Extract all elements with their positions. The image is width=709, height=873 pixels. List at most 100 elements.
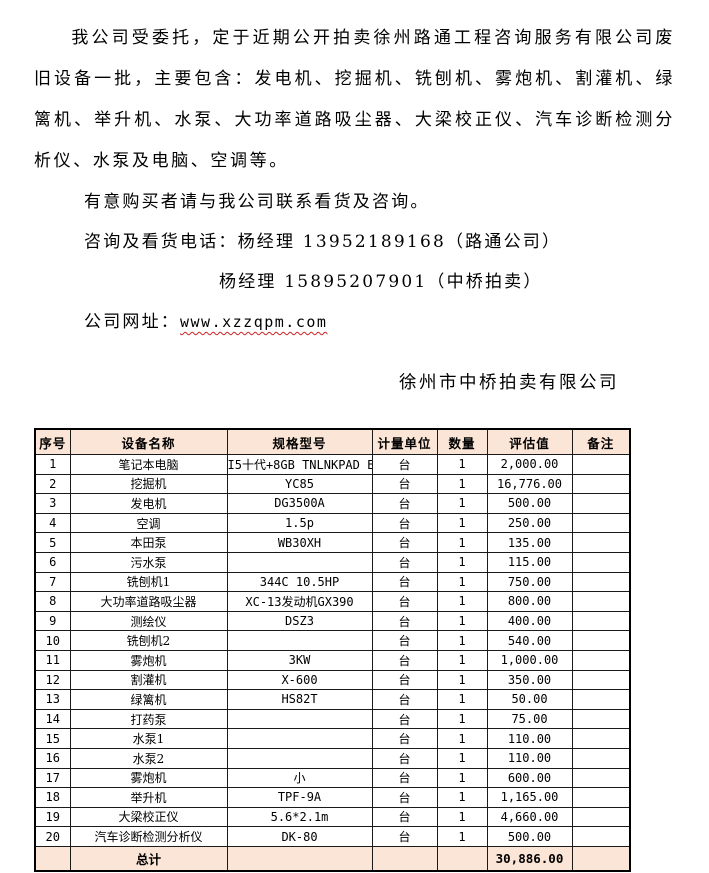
table-row: 13 绿篱机 HS82T 台 1 50.00 [34,689,631,710]
table-row: 12 割灌机 X-600 台 1 350.00 [34,669,631,691]
cell-remark [571,747,631,769]
cell-value: 500.00 [486,493,573,514]
cell-spec-model: 1.5p [226,512,373,534]
cell-remark [571,493,631,514]
website-link[interactable]: www.xzzqpm.com [180,313,328,331]
cell-value: 110.00 [486,728,573,749]
cell-equip-name: 割灌机 [69,669,228,691]
cell-unit: 台 [371,747,438,769]
cell-unit: 台 [371,571,438,593]
cell-equip-name: 测绘仪 [69,610,228,632]
total-empty-remark [571,845,631,872]
cell-quantity: 1 [436,473,488,495]
cell-quantity: 1 [436,689,488,710]
cell-equip-name: 打药泵 [69,708,228,730]
cell-serial-no: 14 [34,708,71,730]
cell-equip-name: 水泵2 [69,747,228,769]
cell-quantity: 1 [436,649,488,671]
cell-equip-name: 污水泵 [69,551,228,573]
cell-quantity: 1 [436,532,488,553]
cell-remark [571,826,631,847]
total-empty-no [34,845,71,872]
cell-spec-model [226,728,373,749]
cell-quantity: 1 [436,630,488,651]
cell-value: 2,000.00 [486,454,573,475]
cell-remark [571,610,631,632]
table-row: 7 铣刨机1 344C 10.5HP 台 1 750.00 [34,571,631,593]
cell-equip-name: 本田泵 [69,532,228,553]
cell-spec-model: TPF-9A [226,787,373,808]
cell-equip-name: 水泵1 [69,728,228,749]
cell-remark [571,689,631,710]
cell-serial-no: 8 [34,591,71,612]
cell-unit: 台 [371,767,438,789]
cell-spec-model: I5十代+8GB TNLNKPAD E15 [226,454,373,475]
cell-serial-no: 13 [34,689,71,710]
cell-remark [571,806,631,828]
cell-serial-no: 19 [34,806,71,828]
phone-line-1: 咨询及看货电话：杨经理 13952189168（路通公司） [84,232,562,252]
cell-equip-name: 笔记本电脑 [69,454,228,475]
table-row: 18 举升机 TPF-9A 台 1 1,165.00 [34,787,631,808]
header-equip-name: 设备名称 [69,428,228,455]
cell-spec-model [226,551,373,573]
cell-equip-name: 发电机 [69,493,228,514]
cell-unit: 台 [371,708,438,730]
header-serial-no: 序号 [34,428,71,455]
header-quantity: 数量 [436,428,488,455]
cell-remark [571,630,631,651]
cell-unit: 台 [371,551,438,573]
cell-unit: 台 [371,454,438,475]
table-row: 6 污水泵 台 1 115.00 [34,551,631,573]
cell-quantity: 1 [436,551,488,573]
cell-serial-no: 3 [34,493,71,514]
header-unit: 计量单位 [371,428,438,455]
cell-serial-no: 10 [34,630,71,651]
cell-quantity: 1 [436,512,488,534]
cell-equip-name: 举升机 [69,787,228,808]
phone-line-2: 杨经理 15895207901（中桥拍卖） [219,272,543,292]
cell-remark [571,551,631,573]
cell-spec-model: YC85 [226,473,373,495]
table-row: 3 发电机 DG3500A 台 1 500.00 [34,493,631,514]
table-row: 1 笔记本电脑 I5十代+8GB TNLNKPAD E15 台 1 2,000.… [34,454,631,475]
cell-spec-model: 3KW [226,649,373,671]
cell-serial-no: 1 [34,454,71,475]
cell-value: 1,000.00 [486,649,573,671]
total-empty-spec [226,845,373,872]
cell-remark [571,649,631,671]
cell-unit: 台 [371,591,438,612]
cell-serial-no: 9 [34,610,71,632]
cell-unit: 台 [371,787,438,808]
cell-quantity: 1 [436,708,488,730]
cell-remark [571,571,631,593]
cell-spec-model: XC-13发动机GX390 [226,591,373,612]
cell-value: 4,660.00 [486,806,573,828]
table-row: 8 大功率道路吸尘器 XC-13发动机GX390 台 1 800.00 [34,591,631,612]
cell-remark [571,454,631,475]
table-row: 17 雾炮机 小 台 1 600.00 [34,767,631,789]
cell-serial-no: 7 [34,571,71,593]
table-body: 1 笔记本电脑 I5十代+8GB TNLNKPAD E15 台 1 2,000.… [34,454,631,847]
cell-spec-model: 小 [226,767,373,789]
website-label: 公司网址： [84,312,180,332]
cell-unit: 台 [371,512,438,534]
cell-value: 750.00 [486,571,573,593]
cell-unit: 台 [371,493,438,514]
cell-quantity: 1 [436,610,488,632]
cell-spec-model: 5.6*2.1m [226,806,373,828]
cell-remark [571,787,631,808]
total-empty-qty [436,845,488,872]
cell-serial-no: 11 [34,649,71,671]
table-row: 9 测绘仪 DSZ3 台 1 400.00 [34,610,631,632]
cell-unit: 台 [371,630,438,651]
table-header-row: 序号 设备名称 规格型号 计量单位 数量 评估值 备注 [34,428,631,455]
cell-value: 600.00 [486,767,573,789]
table-row: 15 水泵1 台 1 110.00 [34,728,631,749]
cell-serial-no: 12 [34,669,71,691]
cell-value: 800.00 [486,591,573,612]
cell-spec-model: WB30XH [226,532,373,553]
equipment-table: 序号 设备名称 规格型号 计量单位 数量 评估值 备注 1 笔记本电脑 I5十代… [34,428,631,872]
cell-unit: 台 [371,473,438,495]
cell-spec-model: X-600 [226,669,373,691]
